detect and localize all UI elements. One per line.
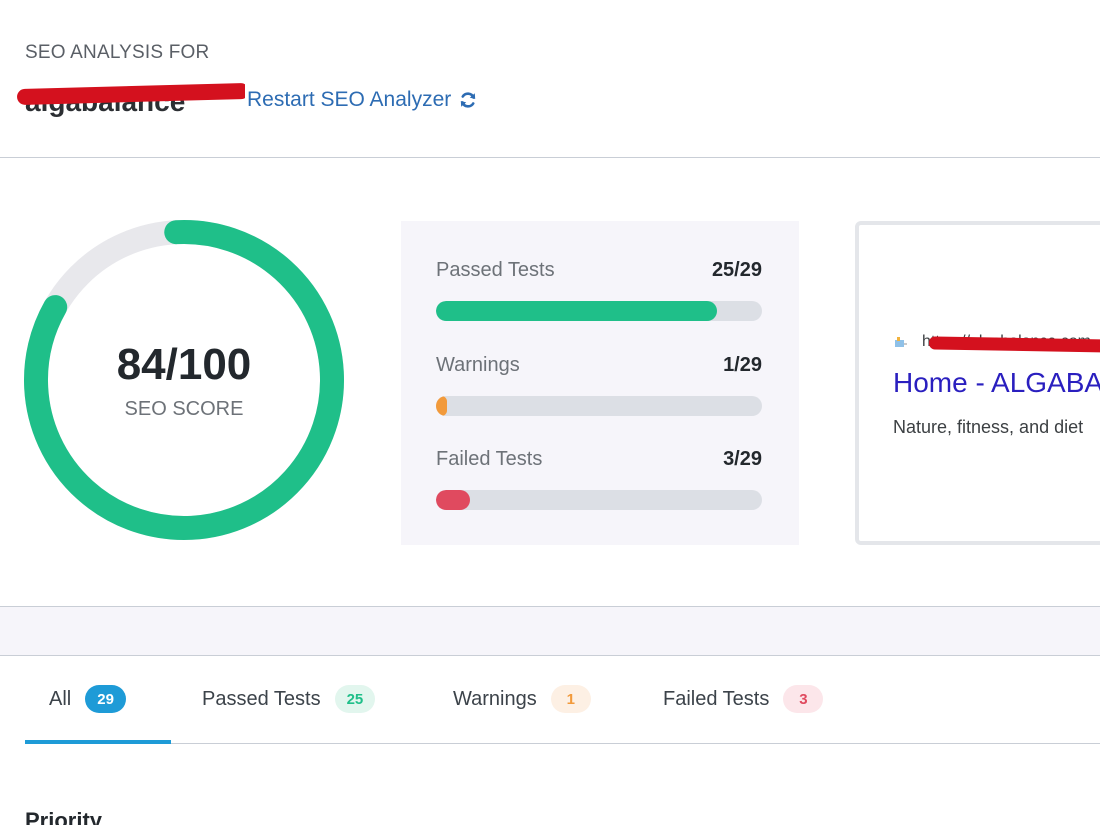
favicon-icon — [895, 337, 907, 347]
analysis-label: SEO ANALYSIS FOR — [25, 42, 210, 63]
tab-failed-tests[interactable]: Failed Tests 3 — [663, 685, 824, 713]
count-badge: 25 — [334, 685, 376, 713]
tab-label: All — [49, 687, 72, 710]
section-divider — [0, 606, 1100, 656]
restart-link-label: Restart SEO Analyzer — [247, 88, 452, 111]
tab-label: Warnings — [453, 687, 537, 710]
priority-heading: Priority — [25, 808, 103, 825]
active-tab-indicator — [25, 740, 171, 744]
tab-label: Passed Tests — [202, 687, 321, 710]
seo-score-gauge: 84/100 SEO SCORE — [22, 218, 346, 542]
preview-title[interactable]: Home - ALGABALANCE — [893, 367, 1100, 398]
stat-passed: Passed Tests 25/29 — [436, 259, 762, 321]
progress-fill — [436, 490, 470, 510]
score-value: 84/100 — [116, 340, 252, 389]
tab-passed-tests[interactable]: Passed Tests 25 — [202, 685, 376, 713]
analysis-header: SEO ANALYSIS FOR algabalance Restart SEO… — [0, 0, 1100, 158]
refresh-icon — [461, 92, 476, 108]
progress-bar — [436, 490, 762, 510]
stat-value: 25/29 — [711, 259, 762, 281]
site-name: algabalance — [17, 82, 245, 118]
count-badge: 1 — [550, 685, 591, 713]
restart-seo-analyzer-link[interactable]: Restart SEO Analyzer — [247, 88, 478, 112]
tab-all[interactable]: All 29 — [49, 685, 126, 713]
stat-value: 1/29 — [723, 354, 762, 376]
search-preview-card: https://algabalance.com Home - ALGABALAN… — [855, 221, 1100, 545]
stat-label: Passed Tests — [436, 259, 555, 281]
stat-label: Failed Tests — [436, 448, 543, 470]
progress-fill — [436, 301, 717, 321]
preview-description: Nature, fitness, and diet — [893, 417, 1084, 437]
results-tabs: All 29 Passed Tests 25 Warnings 1 Failed… — [25, 672, 1100, 744]
stat-failed: Failed Tests 3/29 — [436, 448, 762, 510]
score-ring-fill — [23, 219, 344, 540]
progress-bar — [436, 396, 762, 416]
score-ring — [23, 219, 344, 540]
count-badge: 3 — [783, 685, 824, 713]
progress-fill — [436, 396, 448, 416]
stat-value: 3/29 — [723, 448, 762, 470]
stat-warnings: Warnings 1/29 — [436, 354, 762, 416]
count-badge: 29 — [85, 685, 126, 713]
stat-label: Warnings — [436, 354, 520, 376]
site-row: algabalance Restart SEO Analyzer — [17, 80, 478, 120]
tab-warnings[interactable]: Warnings 1 — [453, 685, 591, 713]
progress-bar — [436, 301, 762, 321]
tab-label: Failed Tests — [663, 687, 770, 710]
score-label: SEO SCORE — [124, 398, 244, 420]
test-stats-panel: Passed Tests 25/29 Warnings 1/29 Failed … — [401, 221, 799, 545]
